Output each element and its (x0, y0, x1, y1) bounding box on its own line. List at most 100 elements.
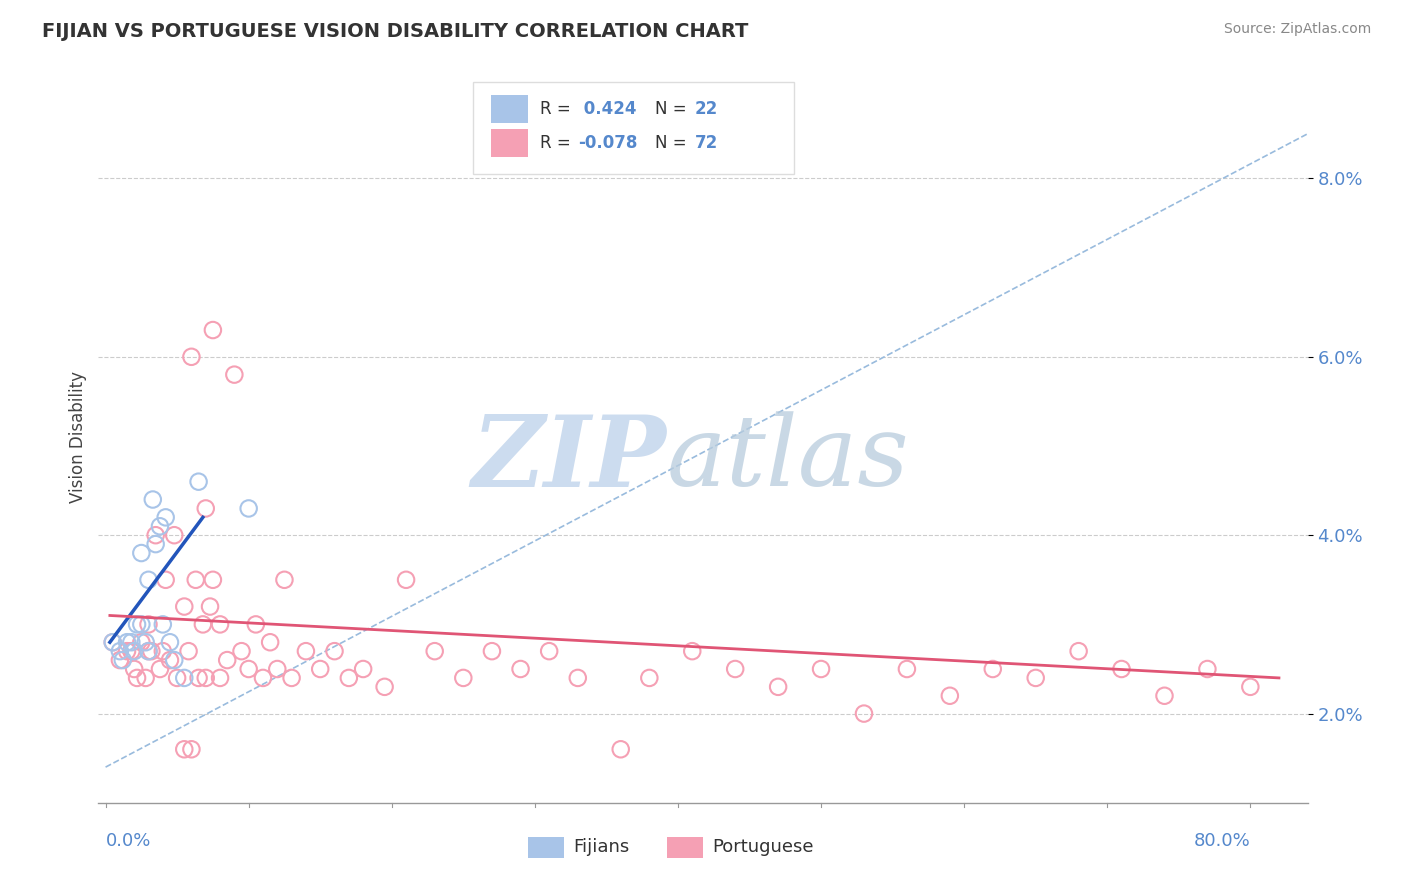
Point (135, 671, 157, 685)
Point (252, 671, 274, 685)
Text: 80.0%: 80.0% (1194, 832, 1250, 850)
Bar (666, 838, 703, 858)
Point (481, 644, 503, 658)
Point (122, 644, 145, 658)
Point (138, 573, 160, 587)
Point (209, 671, 232, 685)
Point (152, 644, 174, 658)
Point (395, 573, 418, 587)
Point (810, 662, 832, 676)
Point (138, 644, 160, 658)
Point (141, 644, 163, 658)
Text: R =: R = (540, 134, 576, 152)
Point (122, 662, 145, 676)
Point (131, 617, 153, 632)
Text: Portuguese: Portuguese (713, 838, 814, 856)
Point (111, 653, 134, 667)
Point (159, 653, 181, 667)
Text: FIJIAN VS PORTUGUESE VISION DISABILITY CORRELATION CHART: FIJIAN VS PORTUGUESE VISION DISABILITY C… (42, 22, 748, 41)
Point (101, 635, 124, 649)
Point (238, 662, 260, 676)
Text: N =: N = (655, 134, 692, 152)
Text: R =: R = (540, 100, 576, 118)
Bar (527, 838, 564, 858)
Point (149, 519, 172, 533)
Point (125, 671, 148, 685)
Point (173, 742, 195, 756)
Point (1025, 671, 1047, 685)
Point (266, 662, 288, 676)
Point (187, 671, 209, 685)
Point (1153, 689, 1175, 703)
Point (295, 644, 318, 658)
Point (939, 689, 962, 703)
Point (609, 742, 631, 756)
Point (180, 350, 202, 364)
Point (567, 671, 589, 685)
Point (681, 644, 703, 658)
Point (155, 510, 177, 524)
Point (224, 368, 246, 382)
Point (337, 671, 360, 685)
Point (138, 617, 160, 632)
Bar (492, 129, 527, 157)
Point (187, 475, 209, 489)
Point (509, 662, 531, 676)
Point (163, 528, 186, 542)
Point (352, 662, 374, 676)
Point (538, 644, 561, 658)
Point (198, 599, 221, 614)
Text: ZIP: ZIP (472, 411, 666, 508)
Point (231, 644, 253, 658)
Point (245, 617, 267, 632)
Point (194, 671, 217, 685)
Point (724, 662, 747, 676)
Point (135, 635, 157, 649)
Point (115, 635, 138, 649)
Point (131, 635, 153, 649)
Point (155, 573, 177, 587)
Point (138, 644, 160, 658)
Point (120, 635, 142, 649)
Point (896, 662, 918, 676)
Point (180, 742, 202, 756)
Point (142, 492, 165, 507)
Point (280, 671, 302, 685)
Point (981, 662, 1004, 676)
Text: 22: 22 (695, 100, 718, 118)
Point (259, 635, 281, 649)
Point (766, 680, 789, 694)
Point (149, 662, 172, 676)
Point (173, 599, 195, 614)
Point (120, 644, 142, 658)
Point (1111, 662, 1133, 676)
Text: 72: 72 (695, 134, 718, 152)
Point (152, 617, 174, 632)
Point (194, 501, 217, 516)
Text: Fijians: Fijians (574, 838, 630, 856)
Y-axis label: Vision Disability: Vision Disability (69, 371, 87, 503)
Point (108, 644, 131, 658)
Text: 0.424: 0.424 (578, 100, 637, 118)
Point (1239, 680, 1261, 694)
Text: Source: ZipAtlas.com: Source: ZipAtlas.com (1223, 22, 1371, 37)
Point (131, 546, 153, 560)
Point (852, 706, 875, 721)
Bar (492, 95, 527, 122)
Point (638, 671, 661, 685)
Point (166, 671, 188, 685)
Point (1067, 644, 1090, 658)
Point (217, 653, 239, 667)
FancyBboxPatch shape (474, 82, 793, 174)
Point (191, 617, 214, 632)
Point (177, 644, 200, 658)
Point (273, 573, 295, 587)
Point (108, 653, 131, 667)
Point (238, 501, 260, 516)
Text: N =: N = (655, 100, 692, 118)
Point (423, 644, 446, 658)
Point (1197, 662, 1219, 676)
Point (159, 635, 181, 649)
Point (201, 573, 224, 587)
Point (374, 680, 396, 694)
